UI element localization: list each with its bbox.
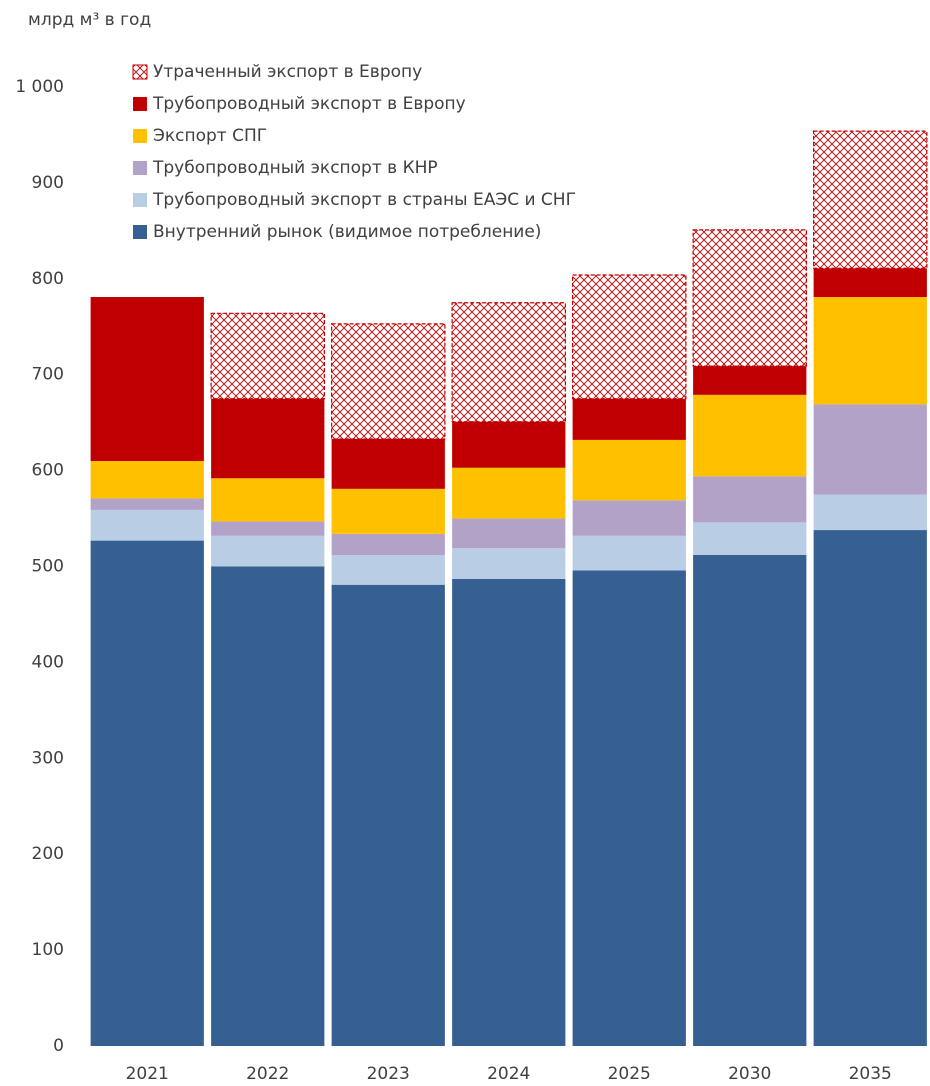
bar-segment <box>90 461 204 499</box>
bar-segment <box>331 323 446 440</box>
legend-swatch <box>133 161 147 175</box>
bar-segment <box>331 533 445 555</box>
bar-segment <box>90 509 204 541</box>
bar-segment <box>693 394 807 477</box>
bar-segment <box>813 494 927 531</box>
legend-label: Утраченный экспорт в Европу <box>153 62 422 82</box>
y-tick-label: 600 <box>32 461 64 481</box>
y-tick-label: 200 <box>32 844 64 864</box>
legend-label: Трубопроводный экспорт в КНР <box>152 158 438 178</box>
bar-segment <box>211 478 325 522</box>
bar-segment <box>572 439 686 501</box>
bar-segment <box>572 535 686 571</box>
bar-segment <box>572 570 686 1046</box>
bar-segment <box>693 366 807 395</box>
bar-segment <box>331 554 445 585</box>
legend-swatch <box>132 64 148 80</box>
bar-segment <box>90 540 204 1046</box>
bar-segment <box>90 297 204 462</box>
bar-segment <box>452 467 566 519</box>
bar-segment <box>211 398 325 479</box>
bar-segment <box>451 302 566 423</box>
bar-segment <box>693 476 807 523</box>
legend-swatch <box>133 225 147 239</box>
legend-swatch <box>133 97 147 111</box>
legend-label: Внутренний рынок (видимое потребление) <box>153 222 541 242</box>
bar-segment <box>452 421 566 468</box>
bar-segment <box>331 488 445 534</box>
y-tick-label: 900 <box>32 173 64 193</box>
bar-segment <box>813 268 927 298</box>
x-tick-label: 2022 <box>246 1064 289 1084</box>
legend-label: Трубопроводный экспорт в Европу <box>152 94 466 114</box>
legend-swatch <box>133 129 147 143</box>
y-tick-label: 800 <box>32 269 64 289</box>
chart-title: млрд м³ в год <box>28 10 151 30</box>
bar-segment <box>211 566 325 1046</box>
bar-segment <box>452 578 566 1046</box>
bar-segment <box>572 500 686 536</box>
bar-segment <box>693 522 807 555</box>
bar-segment <box>813 297 927 405</box>
y-tick-label: 100 <box>32 940 64 960</box>
legend-label: Трубопроводный экспорт в страны ЕАЭС и С… <box>152 190 576 210</box>
x-tick-label: 2035 <box>849 1064 892 1084</box>
y-tick-label: 1 000 <box>15 77 64 97</box>
bar-segment <box>572 398 686 440</box>
x-tick-label: 2030 <box>728 1064 771 1084</box>
y-tick-label: 700 <box>32 365 64 385</box>
bar-segment <box>210 312 325 400</box>
bar-segment <box>452 518 566 549</box>
bar-segment <box>813 404 927 495</box>
legend-label: Экспорт СПГ <box>153 126 267 146</box>
bar-segment <box>813 530 927 1046</box>
y-tick-label: 300 <box>32 748 64 768</box>
legend-swatch <box>133 193 147 207</box>
bar-segment <box>693 554 807 1046</box>
bar-segment <box>692 229 807 367</box>
bar-segment <box>211 535 325 567</box>
y-tick-label: 400 <box>32 652 64 672</box>
bar-segment <box>211 521 325 536</box>
y-tick-label: 500 <box>32 557 64 577</box>
bar-segment <box>813 130 928 269</box>
bar-segment <box>331 438 445 489</box>
bar-segment <box>331 584 445 1046</box>
bar-segment <box>572 274 687 400</box>
x-tick-label: 2021 <box>126 1064 169 1084</box>
x-tick-label: 2024 <box>487 1064 530 1084</box>
bar-segment <box>90 498 204 510</box>
x-tick-label: 2023 <box>367 1064 410 1084</box>
bar-segment <box>452 548 566 579</box>
y-tick-label: 0 <box>53 1036 64 1056</box>
x-tick-label: 2025 <box>608 1064 651 1084</box>
